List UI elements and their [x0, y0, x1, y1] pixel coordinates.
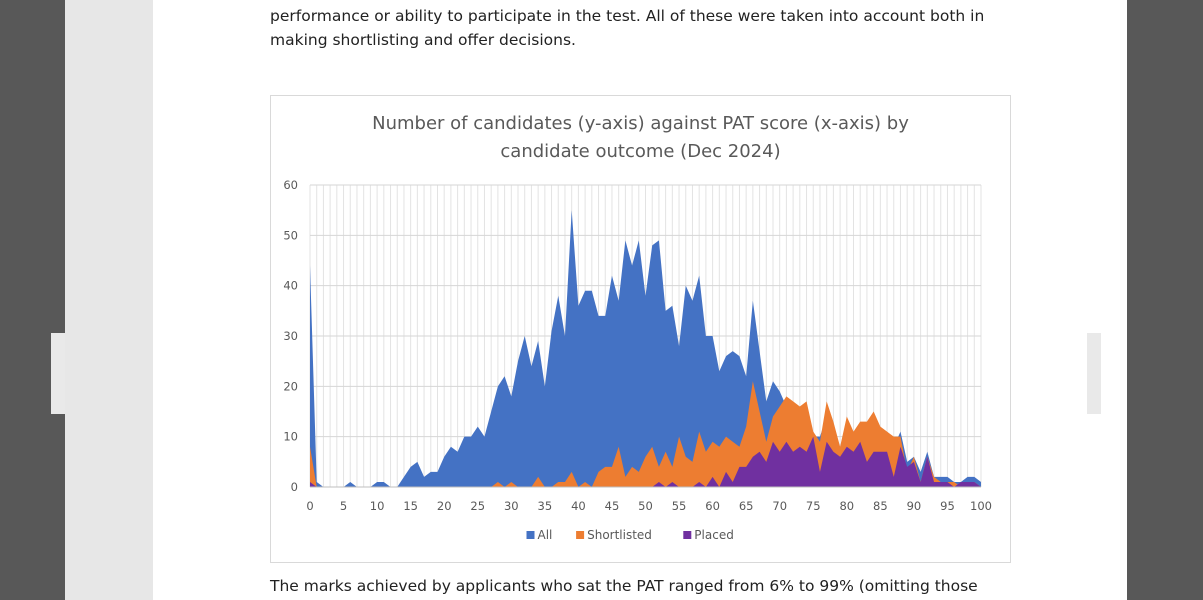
x-tick-label: 5	[340, 499, 347, 513]
x-tick-label: 45	[605, 499, 620, 513]
chart-title-line-2: candidate outcome (Dec 2024)	[500, 141, 781, 162]
right-scroll-handle[interactable]	[1087, 333, 1101, 414]
x-tick-label: 20	[437, 499, 452, 513]
legend-swatch-shortlisted	[576, 531, 585, 539]
chart-title-line-1: Number of candidates (y-axis) against PA…	[372, 113, 909, 134]
chart-title: Number of candidates (y-axis) against PA…	[271, 110, 1010, 166]
series-area-all	[310, 210, 981, 487]
x-tick-label: 50	[638, 499, 653, 513]
y-tick-label: 60	[283, 178, 298, 192]
paragraph-top: performance or ability to participate in…	[270, 7, 985, 49]
x-tick-label: 10	[370, 499, 385, 513]
y-tick-label: 10	[283, 430, 298, 444]
area-chart: 0 5 10 15 20 25 30 35 40 45 50 55 60 65 70 75 80 85 90 95 10…	[283, 178, 992, 542]
legend-label-shortlisted: Shortlisted	[587, 528, 652, 542]
y-tick-label: 0	[291, 480, 298, 494]
x-tick-label: 35	[538, 499, 553, 513]
x-tick-label: 75	[806, 499, 821, 513]
legend-label-placed: Placed	[694, 528, 734, 542]
document-page: performance or ability to participate in…	[153, 0, 1127, 600]
x-tick-label: 90	[907, 499, 922, 513]
x-tick-label: 40	[571, 499, 586, 513]
series-area-placed	[310, 436, 981, 487]
chart-container: Number of candidates (y-axis) against PA…	[270, 95, 1011, 563]
paragraph-bottom: The marks achieved by applicants who sat…	[270, 577, 978, 595]
x-tick-label: 55	[672, 499, 687, 513]
x-tick-label: 100	[970, 499, 992, 513]
y-tick-label: 40	[283, 279, 298, 293]
x-tick-label: 30	[504, 499, 519, 513]
y-tick-label: 50	[283, 228, 298, 242]
x-tick-label: 95	[940, 499, 955, 513]
x-tick-label: 25	[470, 499, 485, 513]
y-tick-label: 30	[283, 329, 298, 343]
x-tick-label: 80	[839, 499, 854, 513]
legend-swatch-placed	[683, 531, 692, 539]
x-tick-label: 0	[306, 499, 313, 513]
page-frame: performance or ability to participate in…	[65, 0, 1127, 600]
x-tick-label: 65	[739, 499, 754, 513]
x-tick-label: 60	[705, 499, 720, 513]
legend-label-all: All	[538, 528, 553, 542]
x-tick-label: 85	[873, 499, 888, 513]
legend-swatch-all	[526, 531, 535, 539]
x-tick-label: 15	[403, 499, 418, 513]
y-tick-label: 20	[283, 379, 298, 393]
x-tick-label: 70	[772, 499, 787, 513]
left-scroll-handle[interactable]	[51, 333, 65, 414]
